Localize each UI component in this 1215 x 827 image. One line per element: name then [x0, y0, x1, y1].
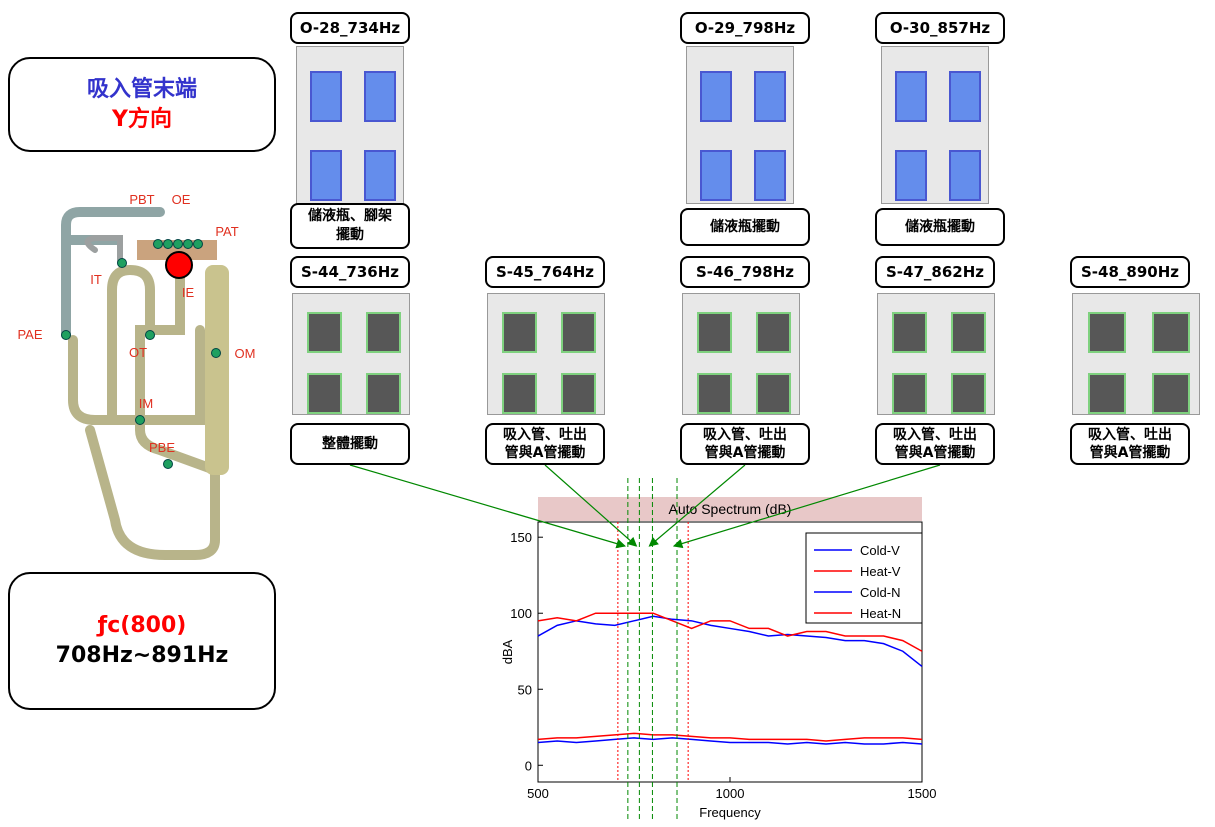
mode-thumbnail: [292, 293, 410, 415]
mode-label: O-28_734Hz: [290, 12, 410, 44]
mode-thumbnail: [296, 46, 404, 204]
legend-label: Heat-V: [860, 564, 901, 579]
pipe-node: [62, 331, 71, 340]
mode-label: S-48_890Hz: [1070, 256, 1190, 288]
mode-desc: 吸入管、吐出 管與A管擺動: [485, 423, 605, 465]
thumb-quad: [895, 71, 927, 122]
thumb-quad: [1152, 373, 1189, 414]
pipe-label: OM: [235, 346, 256, 361]
mode-desc: 吸入管、吐出 管與A管擺動: [1070, 423, 1190, 465]
thumb-quad: [561, 312, 596, 353]
mode-desc: 儲液瓶擺動: [875, 208, 1005, 246]
thumb-quad: [310, 150, 342, 201]
thumb-quad: [951, 373, 986, 414]
thumb-quad: [1088, 312, 1125, 353]
mode-thumbnail: [1072, 293, 1200, 415]
pipe-label: OE: [172, 192, 191, 207]
mode-label: S-45_764Hz: [485, 256, 605, 288]
mode-desc: 儲液瓶擺動: [680, 208, 810, 246]
pipe-label: IT: [90, 272, 102, 287]
thumb-quad: [307, 373, 342, 414]
thumb-quad: [502, 312, 537, 353]
legend-label: Cold-V: [860, 543, 900, 558]
mode-label: S-47_862Hz: [875, 256, 995, 288]
mode-desc: 吸入管、吐出 管與A管擺動: [680, 423, 810, 465]
thumb-quad: [700, 150, 732, 201]
thumb-quad: [697, 312, 732, 353]
mode-desc: 整體擺動: [290, 423, 410, 465]
x-tick-label: 1000: [716, 786, 745, 801]
thumb-quad: [561, 373, 596, 414]
thumb-quad: [756, 373, 791, 414]
pipe-label: PBT: [129, 192, 154, 207]
mode-label: S-44_736Hz: [290, 256, 410, 288]
mode-label: S-46_798Hz: [680, 256, 810, 288]
y-tick-label: 150: [510, 530, 532, 545]
thumb-quad: [892, 312, 927, 353]
thumb-quad: [310, 71, 342, 122]
page: 吸入管末端 Y方向 ƒc(800) 708Hz~891Hz Auto Spect…: [0, 0, 1215, 827]
pipe-label: PBE: [149, 440, 175, 455]
y-tick-label: 100: [510, 606, 532, 621]
pipe-node: [154, 240, 163, 249]
thumb-quad: [951, 312, 986, 353]
pipe-label: PAT: [215, 224, 238, 239]
thumb-quad: [895, 150, 927, 201]
x-tick-label: 500: [527, 786, 549, 801]
thumb-quad: [754, 71, 786, 122]
pipe-label: IM: [139, 396, 153, 411]
thumb-quad: [502, 373, 537, 414]
mode-thumbnail: [881, 46, 989, 204]
pipe-node: [146, 331, 155, 340]
pipe-drawing: [66, 212, 229, 555]
pipe-node: [164, 240, 173, 249]
thumb-quad: [366, 373, 401, 414]
mode-desc: 吸入管、吐出 管與A管擺動: [875, 423, 995, 465]
thumb-quad: [949, 150, 981, 201]
x-tick-label: 1500: [908, 786, 937, 801]
pipe-node: [212, 349, 221, 358]
thumb-quad: [756, 312, 791, 353]
thumb-quad: [754, 150, 786, 201]
thumb-quad: [364, 71, 396, 122]
mode-label: O-29_798Hz: [680, 12, 810, 44]
pipe-node: [164, 460, 173, 469]
thumb-quad: [366, 312, 401, 353]
pipe-node: [194, 240, 203, 249]
pipe-node: [184, 240, 193, 249]
thumb-quad: [697, 373, 732, 414]
thumb-quad: [1088, 373, 1125, 414]
x-axis-label: Frequency: [699, 805, 761, 820]
pipe-label: PAE: [17, 327, 42, 342]
thumb-quad: [1152, 312, 1189, 353]
mode-thumbnail: [686, 46, 794, 204]
thumb-quad: [949, 71, 981, 122]
thumb-quad: [700, 71, 732, 122]
mode-thumbnail: [487, 293, 605, 415]
mode-thumbnail: [877, 293, 995, 415]
y-axis-label: dBA: [500, 639, 515, 664]
mode-thumbnail: [682, 293, 800, 415]
y-tick-label: 50: [518, 682, 532, 697]
pipe-node: [174, 240, 183, 249]
pipe-node: [118, 259, 127, 268]
pipe-node: [136, 416, 145, 425]
measure-point: [166, 252, 192, 278]
thumb-quad: [307, 312, 342, 353]
canvas: Auto Spectrum (dB)50010001500050100150Fr…: [0, 0, 1215, 827]
legend-label: Heat-N: [860, 606, 901, 621]
pipe-label: OT: [129, 345, 147, 360]
legend-label: Cold-N: [860, 585, 900, 600]
thumb-quad: [892, 373, 927, 414]
pipe-label: IE: [182, 285, 195, 300]
y-tick-label: 0: [525, 758, 532, 773]
mode-desc: 儲液瓶、腳架 擺動: [290, 203, 410, 249]
mode-label: O-30_857Hz: [875, 12, 1005, 44]
thumb-quad: [364, 150, 396, 201]
